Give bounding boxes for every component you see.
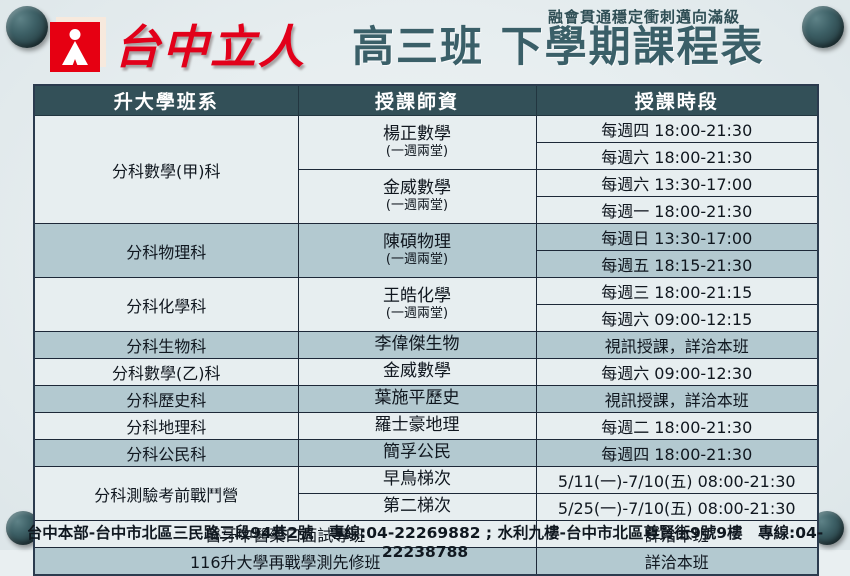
table-row: 第二梯次 5/25(一)-7/10(五) 08:00-21:30 bbox=[34, 493, 819, 521]
cell-teacher: 金威數學 (一週兩堂) bbox=[297, 169, 537, 224]
cell-time: 每週日 13:30-17:00 bbox=[535, 223, 819, 251]
corner-knob-top-left bbox=[6, 6, 48, 48]
footer-contact: 台中本部-台中市北區三民路三段94巷2號 專線:04-22269882 ; 水利… bbox=[26, 524, 824, 561]
cell-time: 每週六 18:00-21:30 bbox=[535, 142, 819, 170]
teacher-name: 第二梯次 bbox=[383, 496, 451, 517]
cell-time: 每週一 18:00-21:30 bbox=[535, 196, 819, 224]
cell-subject: 分科測驗考前戰鬥營 bbox=[33, 466, 299, 521]
teacher-name: 金威數學 bbox=[383, 178, 451, 199]
cell-teacher: 簡孚公民 bbox=[297, 439, 537, 467]
teacher-name: 羅士豪地理 bbox=[374, 415, 460, 436]
cell-teacher: 葉施平歷史 bbox=[297, 385, 537, 413]
table-row: 金威數學 (一週兩堂) 每週六 13:30-17:00 bbox=[34, 169, 819, 224]
teacher-name: 楊正數學 bbox=[383, 124, 451, 145]
cell-teacher: 第二梯次 bbox=[297, 493, 537, 521]
teacher-note: (一週兩堂) bbox=[385, 305, 449, 321]
cell-time: 每週六 09:00-12:30 bbox=[535, 358, 819, 386]
cell-teacher: 羅士豪地理 bbox=[297, 412, 537, 440]
table-row: 分科數學(乙)科 金威數學 每週六 09:00-12:30 bbox=[33, 358, 819, 386]
table-row: 分科測驗考前戰鬥營 早鳥梯次 5/11(一)-7/10(五) 08:00-21:30 bbox=[33, 466, 819, 521]
table-row: 分科數學(甲)科 楊正數學 (一週兩堂) 每週四 18:00-21:30 bbox=[33, 115, 819, 224]
brand-logo: 台中立人 bbox=[50, 22, 306, 72]
cell-subject: 分科化學科 bbox=[33, 277, 299, 332]
table-row-full: 醫牙中醫藥口面試專班 詳洽本班 bbox=[33, 520, 819, 548]
table-row: 每週一 18:00-21:30 bbox=[34, 196, 819, 224]
table-row: 分科地理科 羅士豪地理 每週二 18:00-21:30 bbox=[33, 412, 819, 440]
cell-teacher: 王皓化學 (一週兩堂) bbox=[297, 277, 537, 332]
teacher-name: 李偉傑生物 bbox=[374, 334, 460, 355]
teacher-note: (一週兩堂) bbox=[385, 251, 449, 267]
cell-time: 每週六 09:00-12:15 bbox=[535, 304, 819, 332]
schedule-table-body: 分科數學(甲)科 楊正數學 (一週兩堂) 每週四 18:00-21:30 每週六 18:… bbox=[33, 115, 819, 576]
cell-teacher: 金威數學 bbox=[297, 358, 537, 386]
column-header-subject: 升大學班系 bbox=[33, 84, 299, 116]
cell-subject: 分科公民科 bbox=[33, 439, 299, 467]
cell-subject: 分科地理科 bbox=[33, 412, 299, 440]
cell-time: 每週二 18:00-21:30 bbox=[535, 412, 819, 440]
brand-name: 台中立人 bbox=[114, 20, 306, 74]
teacher-note: (一週兩堂) bbox=[385, 197, 449, 213]
page-title: 高三班 下學期課程表 bbox=[352, 22, 765, 71]
table-row: 分科物理科 陳碩物理 (一週兩堂) 每週日 13:30-17:00 bbox=[33, 223, 819, 278]
table-row: 分科歷史科 葉施平歷史 視訊授課，詳洽本班 bbox=[33, 385, 819, 413]
cell-subject: 分科數學(乙)科 bbox=[33, 358, 299, 386]
teacher-name: 王皓化學 bbox=[383, 286, 451, 307]
cell-subject: 分科歷史科 bbox=[33, 385, 299, 413]
cell-time: 視訊授課，詳洽本班 bbox=[535, 385, 819, 413]
table-row: 分科化學科 王皓化學 (一週兩堂) 每週三 18:00-21:15 bbox=[33, 277, 819, 332]
schedule-table: 升大學班系 授課師資 授課時段 分科數學(甲)科 楊正數學 (一週兩堂) 每週四 18… bbox=[33, 84, 819, 576]
table-row: 分科生物科 李偉傑生物 視訊授課，詳洽本班 bbox=[33, 331, 819, 359]
cell-time: 每週五 18:15-21:30 bbox=[535, 250, 819, 278]
tagline: 融會貫通穩定衝刺邁向滿級 bbox=[548, 8, 741, 26]
person-figure-icon bbox=[50, 22, 100, 72]
cell-subject: 分科生物科 bbox=[33, 331, 299, 359]
cell-time: 5/11(一)-7/10(五) 08:00-21:30 bbox=[535, 466, 819, 494]
table-row: 每週五 18:15-21:30 bbox=[34, 250, 819, 278]
cell-time: 每週三 18:00-21:15 bbox=[535, 277, 819, 305]
cell-time: 每週四 18:00-21:30 bbox=[535, 115, 819, 143]
cell-time: 詳洽本班 bbox=[535, 520, 819, 548]
cell-time: 每週四 18:00-21:30 bbox=[535, 439, 819, 467]
teacher-note: (一週兩堂) bbox=[385, 143, 449, 159]
corner-knob-top-right bbox=[802, 6, 844, 48]
cell-teacher: 李偉傑生物 bbox=[297, 331, 537, 359]
cell-time: 5/25(一)-7/10(五) 08:00-21:30 bbox=[535, 493, 819, 521]
cell-program-name: 醫牙中醫藥口面試專班 bbox=[33, 520, 537, 548]
cell-time: 視訊授課，詳洽本班 bbox=[535, 331, 819, 359]
schedule-table-wrap: 升大學班系 授課師資 授課時段 分科數學(甲)科 楊正數學 (一週兩堂) 每週四 18… bbox=[33, 84, 819, 576]
teacher-name: 簡孚公民 bbox=[383, 442, 451, 463]
teacher-name: 金威數學 bbox=[383, 361, 451, 382]
table-row: 分科公民科 簡孚公民 每週四 18:00-21:30 bbox=[33, 439, 819, 467]
cell-teacher: 早鳥梯次 bbox=[297, 466, 537, 494]
cell-subject: 分科物理科 bbox=[33, 223, 299, 278]
cell-time: 每週六 13:30-17:00 bbox=[535, 169, 819, 197]
teacher-name: 葉施平歷史 bbox=[374, 388, 460, 409]
table-header-row: 升大學班系 授課師資 授課時段 bbox=[33, 84, 819, 116]
poster-header: 台中立人 融會貫通穩定衝刺邁向滿級 高三班 下學期課程表 bbox=[0, 0, 850, 84]
column-header-teacher: 授課師資 bbox=[297, 84, 537, 116]
cell-subject: 分科數學(甲)科 bbox=[33, 115, 299, 224]
column-header-time: 授課時段 bbox=[535, 84, 819, 116]
cell-teacher: 陳碩物理 (一週兩堂) bbox=[297, 223, 537, 278]
cell-teacher: 楊正數學 (一週兩堂) bbox=[297, 115, 537, 170]
teacher-name: 陳碩物理 bbox=[383, 232, 451, 253]
teacher-name: 早鳥梯次 bbox=[383, 469, 451, 490]
